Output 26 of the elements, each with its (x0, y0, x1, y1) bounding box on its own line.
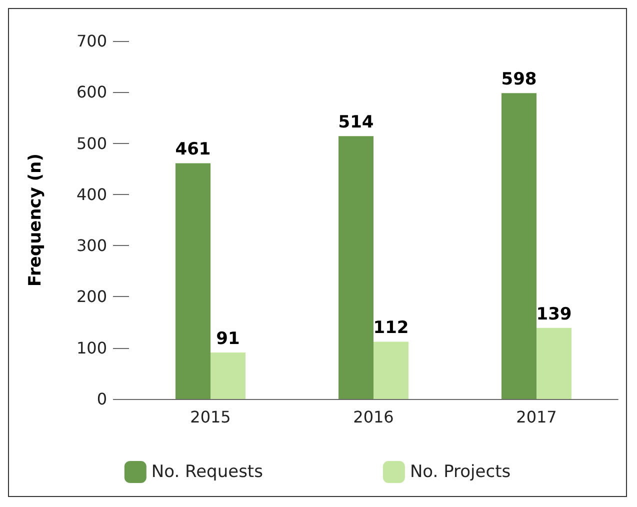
y-axis-title: Frequency (n) (26, 153, 46, 287)
data-label: 461 (175, 140, 211, 160)
data-label: 598 (501, 70, 537, 90)
legend-label: No. Requests (151, 462, 264, 482)
bar (502, 93, 536, 399)
bar (176, 163, 210, 399)
x-tick-label: 2015 (190, 408, 231, 426)
y-tick-label: 700 (76, 32, 107, 50)
y-tick-label: 300 (76, 236, 107, 256)
y-tick-label: 500 (76, 134, 107, 153)
x-tick-label: 2016 (353, 408, 394, 426)
bar (338, 136, 374, 399)
data-label: 514 (338, 112, 374, 133)
data-label: 139 (536, 304, 572, 324)
data-label: 91 (216, 328, 240, 349)
bar (536, 328, 572, 399)
legend-label: No. Projects (410, 462, 511, 482)
y-tick-label: 0 (96, 390, 107, 408)
y-tick-label: 100 (76, 338, 107, 358)
bar (374, 342, 408, 399)
bar (210, 352, 246, 399)
y-tick-label: 200 (76, 287, 107, 306)
y-tick-label: 400 (76, 184, 107, 204)
x-tick-label: 2017 (516, 408, 557, 426)
y-tick-label: 600 (76, 82, 107, 102)
data-label: 112 (373, 318, 409, 338)
